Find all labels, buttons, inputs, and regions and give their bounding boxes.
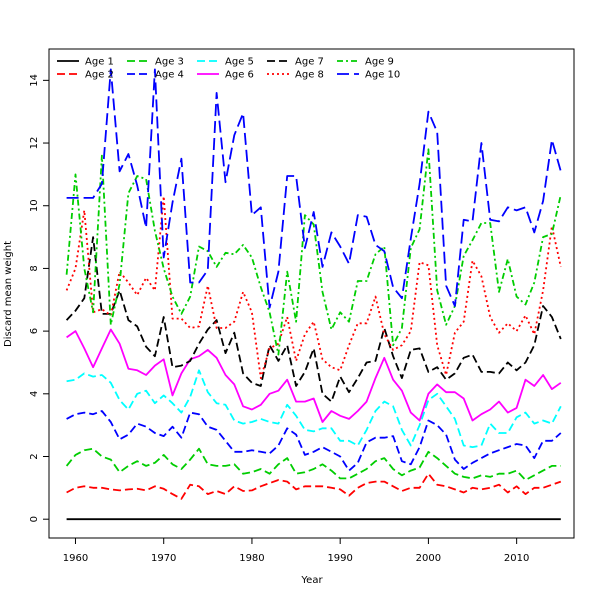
legend-label: Age 5 bbox=[225, 57, 254, 68]
legend-label: Age 7 bbox=[295, 57, 324, 68]
x-tick-label: 1970 bbox=[151, 553, 176, 564]
x-tick-label: 2010 bbox=[504, 553, 529, 564]
y-tick-label: 14 bbox=[29, 74, 40, 87]
legend-label: Age 9 bbox=[365, 57, 394, 68]
x-tick-label: 1990 bbox=[327, 553, 352, 564]
legend-label: Age 2 bbox=[85, 70, 114, 81]
legend-label: Age 3 bbox=[155, 57, 184, 68]
plot-frame bbox=[48, 48, 575, 539]
series-line-age-3 bbox=[65, 447, 561, 481]
y-tick-label: 6 bbox=[29, 328, 40, 334]
x-tick-label: 1960 bbox=[63, 553, 88, 564]
series-line-age-2 bbox=[66, 472, 562, 500]
y-tick-label: 0 bbox=[29, 516, 40, 522]
legend-label: Age 8 bbox=[295, 70, 324, 81]
series-line-age-7 bbox=[65, 236, 562, 403]
y-tick-label: 2 bbox=[29, 453, 40, 459]
legend-label: Age 10 bbox=[365, 70, 400, 81]
series-layer bbox=[65, 68, 562, 521]
y-tick-label: 8 bbox=[29, 265, 40, 271]
legend-label: Age 4 bbox=[155, 70, 184, 81]
y-axis-title: Discard mean weight bbox=[3, 241, 14, 347]
y-tick-label: 10 bbox=[29, 199, 40, 212]
x-tick-label: 2000 bbox=[416, 553, 441, 564]
series-line-age-10 bbox=[66, 68, 562, 309]
series-line-age-4 bbox=[66, 410, 562, 472]
legend: Age 1 Age 2 Age 3 Age 4 Age 5 Age 6 Age 7 Age 8… bbox=[57, 57, 400, 81]
x-axis-title: Year bbox=[300, 575, 323, 586]
axes-layer: 1960 1970 1980 1990 2000 2010 0 2 4 6 8 10 12 14 bbox=[29, 74, 529, 564]
series-line-age-9 bbox=[65, 148, 562, 356]
y-tick-label: 4 bbox=[29, 391, 40, 397]
series-line-age-6 bbox=[66, 328, 562, 423]
series-line-age-5 bbox=[66, 369, 562, 449]
legend-label: Age 1 bbox=[85, 57, 114, 68]
legend-label: Age 6 bbox=[225, 70, 254, 81]
y-tick-label: 12 bbox=[29, 137, 40, 150]
x-tick-label: 1980 bbox=[239, 553, 264, 564]
